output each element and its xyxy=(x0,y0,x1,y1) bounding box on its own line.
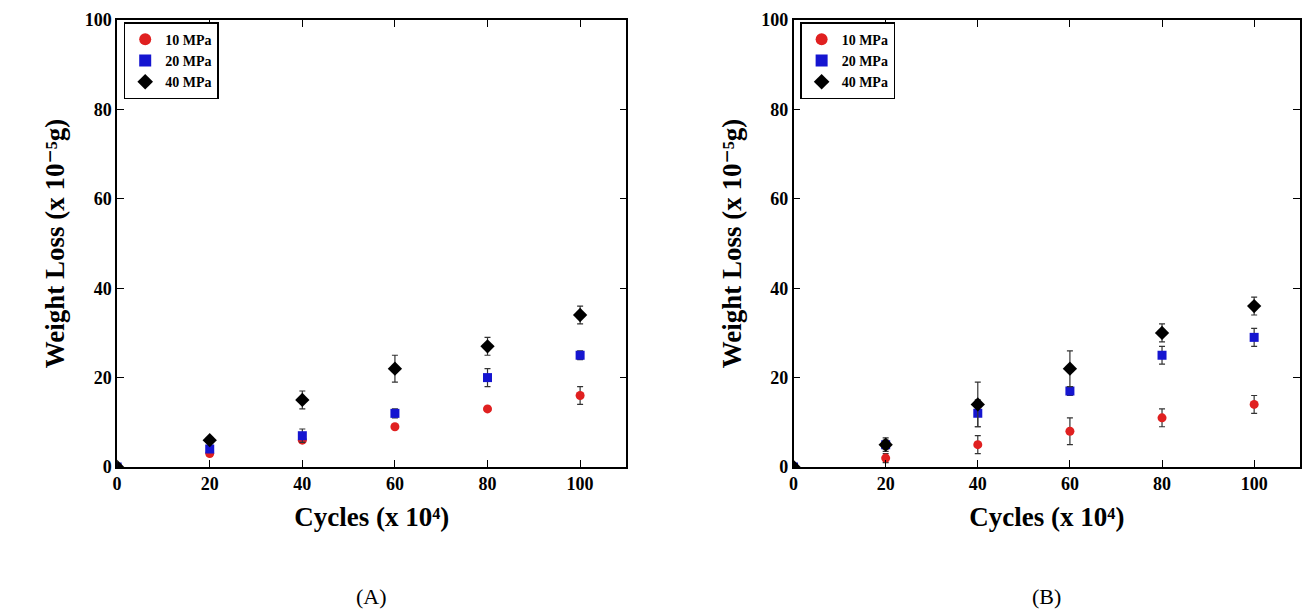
svg-text:(B): (B) xyxy=(1032,584,1061,609)
svg-text:10 MPa: 10 MPa xyxy=(165,33,211,48)
svg-text:60: 60 xyxy=(94,189,112,209)
svg-text:20 MPa: 20 MPa xyxy=(165,54,211,69)
svg-text:Weight Loss (x 10⁻⁵g): Weight Loss (x 10⁻⁵g) xyxy=(717,119,747,369)
svg-text:20: 20 xyxy=(877,474,895,494)
svg-text:0: 0 xyxy=(779,457,788,477)
svg-text:60: 60 xyxy=(1061,474,1079,494)
svg-text:100: 100 xyxy=(567,474,594,494)
svg-text:40: 40 xyxy=(969,474,987,494)
svg-text:100: 100 xyxy=(1241,474,1268,494)
svg-text:0: 0 xyxy=(789,474,798,494)
svg-text:Cycles (x 10⁴): Cycles (x 10⁴) xyxy=(969,502,1124,532)
svg-text:20 MPa: 20 MPa xyxy=(842,54,888,69)
svg-text:0: 0 xyxy=(113,474,122,494)
svg-text:80: 80 xyxy=(770,100,788,120)
svg-text:40 MPa: 40 MPa xyxy=(165,75,211,90)
svg-text:80: 80 xyxy=(479,474,497,494)
svg-text:0: 0 xyxy=(103,457,112,477)
svg-text:40: 40 xyxy=(293,474,311,494)
svg-text:Cycles (x 10⁴): Cycles (x 10⁴) xyxy=(294,502,449,532)
svg-text:80: 80 xyxy=(94,100,112,120)
svg-text:60: 60 xyxy=(386,474,404,494)
svg-text:40: 40 xyxy=(770,279,788,299)
svg-text:10 MPa: 10 MPa xyxy=(842,33,888,48)
svg-text:100: 100 xyxy=(761,10,788,30)
svg-text:80: 80 xyxy=(1153,474,1171,494)
svg-text:40 MPa: 40 MPa xyxy=(842,75,888,90)
svg-text:20: 20 xyxy=(201,474,219,494)
svg-text:60: 60 xyxy=(770,189,788,209)
svg-text:20: 20 xyxy=(94,368,112,388)
svg-text:40: 40 xyxy=(94,279,112,299)
svg-text:(A): (A) xyxy=(356,584,387,609)
svg-text:Weight Loss (x 10⁻⁵g): Weight Loss (x 10⁻⁵g) xyxy=(40,119,70,369)
svg-text:20: 20 xyxy=(770,368,788,388)
svg-text:100: 100 xyxy=(85,10,112,30)
